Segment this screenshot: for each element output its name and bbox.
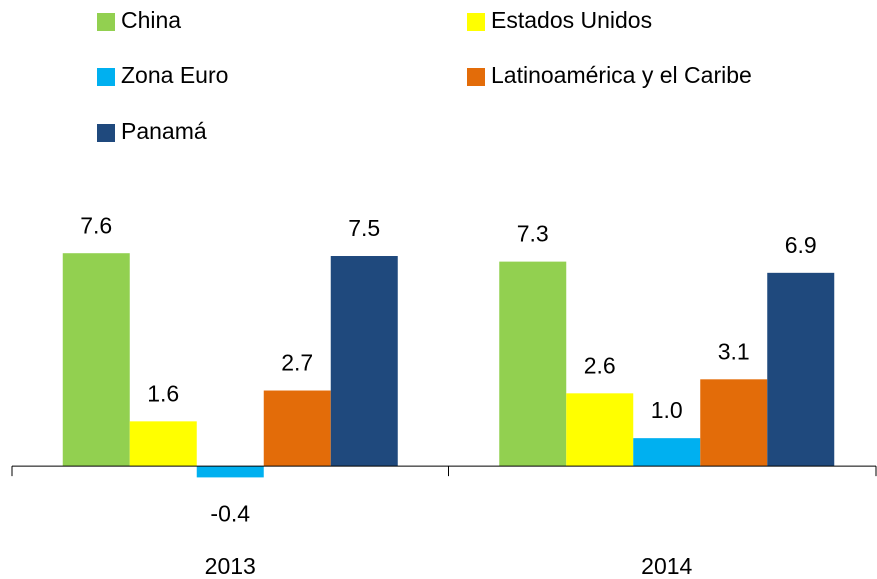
data-label: 6.9 (785, 232, 817, 258)
data-label: -0.4 (210, 500, 250, 526)
data-label: 7.3 (517, 221, 549, 247)
bar (767, 272, 835, 467)
data-label: 7.6 (80, 212, 112, 238)
data-label: 2.7 (281, 350, 313, 376)
data-label: 1.0 (651, 397, 683, 423)
bar (62, 253, 130, 467)
bar (700, 379, 768, 467)
bar (633, 438, 701, 467)
bar (196, 466, 264, 478)
bar (263, 390, 331, 467)
legend-label: Zona Euro (121, 62, 228, 88)
legend-swatch (97, 68, 115, 86)
bar (566, 393, 634, 467)
legend-label: Estados Unidos (491, 7, 652, 33)
data-label: 1.6 (147, 380, 179, 406)
legend-swatch (97, 13, 115, 31)
bar (330, 256, 398, 467)
legend-label: Latinoamérica y el Caribe (491, 62, 752, 88)
legend-label: China (121, 7, 181, 33)
data-label: 3.1 (718, 338, 750, 364)
data-label: 7.5 (348, 215, 380, 241)
legend-label: Panamá (121, 118, 207, 144)
x-tick-label: 2014 (641, 553, 692, 579)
x-tick-label: 2013 (205, 553, 256, 579)
legend-swatch (97, 124, 115, 142)
bar (499, 261, 567, 467)
legend-swatch (467, 13, 485, 31)
legend-swatch (467, 68, 485, 86)
data-label: 2.6 (584, 352, 616, 378)
bar (129, 421, 197, 467)
